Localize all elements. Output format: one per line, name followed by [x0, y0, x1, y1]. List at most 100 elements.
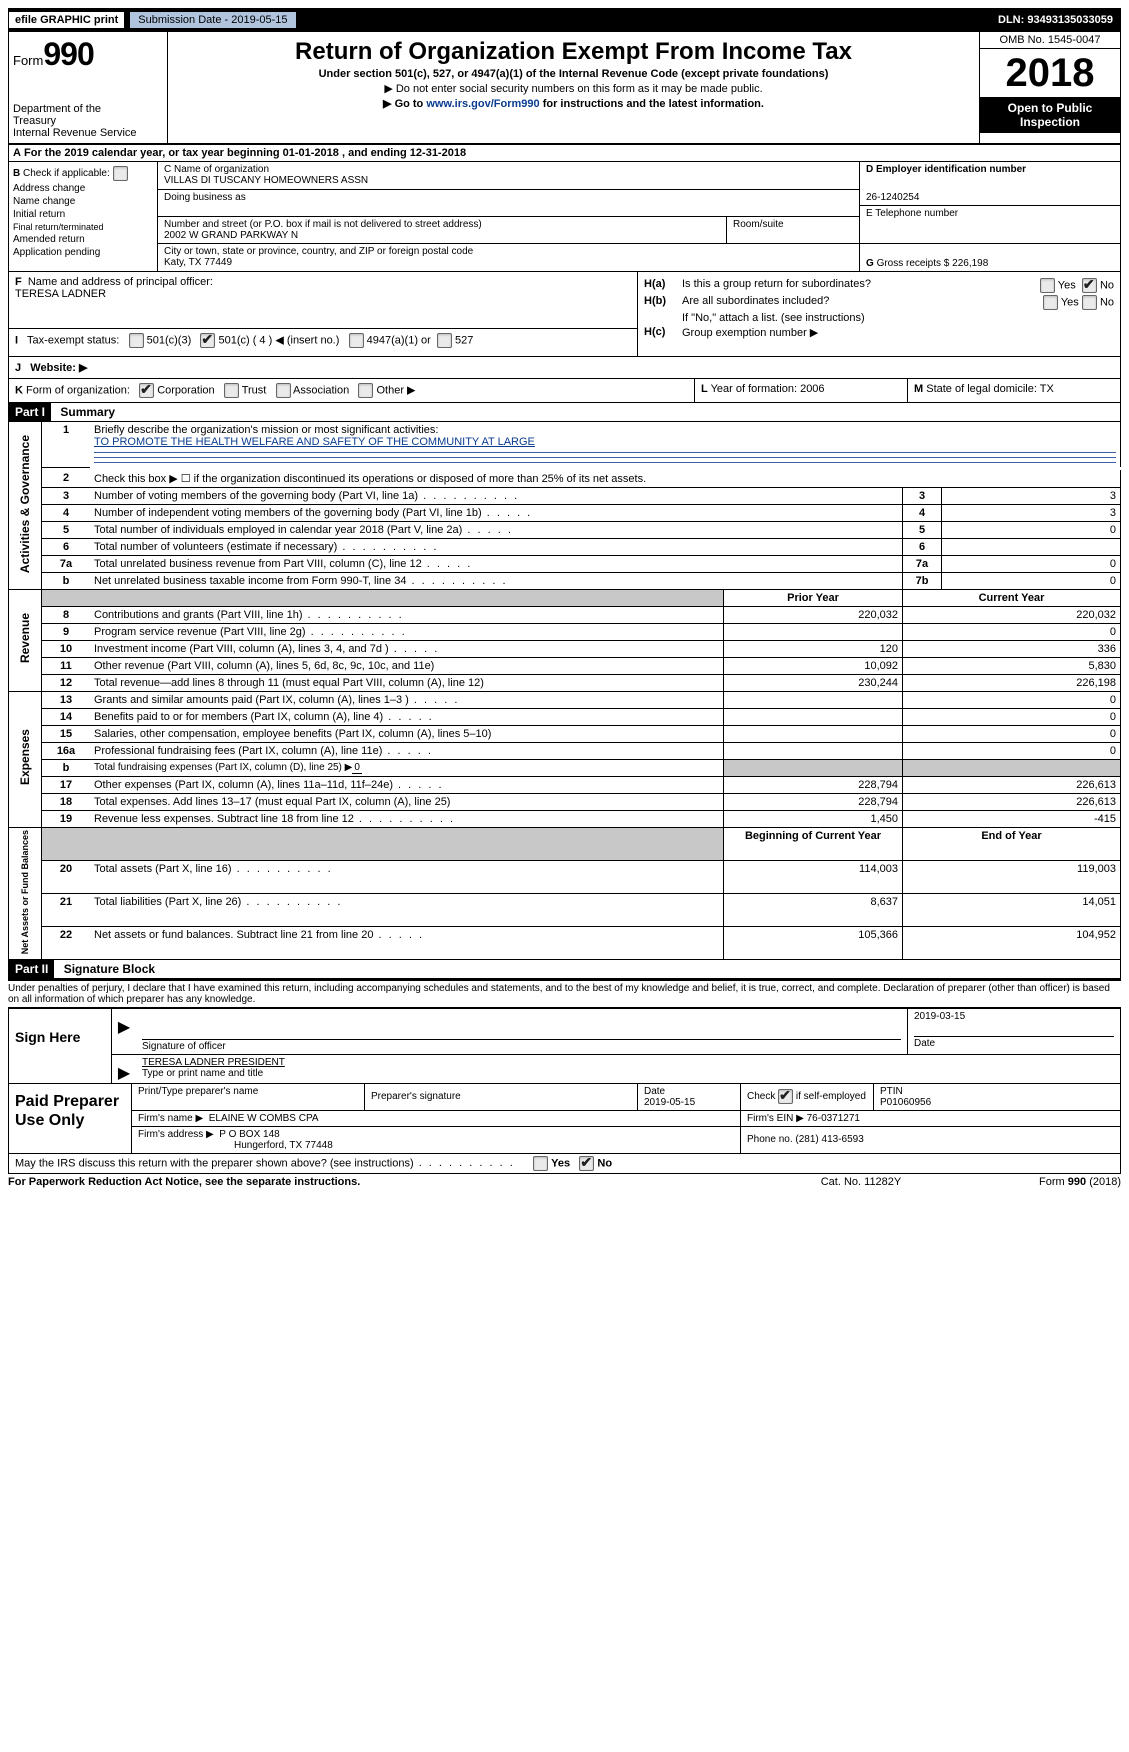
city-label: City or town, state or province, country… — [164, 246, 853, 257]
prior-year-head: Prior Year — [724, 589, 903, 606]
submission-date: Submission Date - 2019-05-15 — [129, 11, 296, 29]
row-klm: K Form of organization: Corporation Trus… — [8, 379, 1121, 403]
part-2-header: Part II — [9, 960, 54, 978]
opt-address-change: Address change — [13, 183, 153, 194]
hc-label: H(c) — [644, 326, 682, 338]
gross-receipts: 226,198 — [952, 258, 988, 269]
opt-amended-return: Amended return — [13, 234, 153, 245]
header-subtitle-1: Under section 501(c), 527, or 4947(a)(1)… — [172, 68, 975, 80]
section-bcdeg: B Check if applicable: Address change Na… — [8, 162, 1121, 272]
line-3: Number of voting members of the governin… — [90, 487, 903, 504]
opt-final-return: Final return/terminated — [13, 222, 153, 232]
label-b: B — [13, 168, 20, 179]
dept-line-1: Department of the — [13, 103, 163, 115]
opt-name-change: Name change — [13, 196, 153, 207]
self-employed-checkbox[interactable] — [778, 1089, 793, 1104]
part-1-bar: Part I Summary — [8, 403, 1121, 422]
i-label: I — [15, 334, 18, 346]
discuss-row: May the IRS discuss this return with the… — [8, 1154, 1121, 1174]
open-to-public: Open to Public Inspection — [980, 97, 1120, 133]
k-corporation[interactable] — [139, 383, 154, 398]
tax-year: 2018 — [980, 49, 1120, 97]
k-association[interactable] — [276, 383, 291, 398]
ein: 26-1240254 — [866, 192, 1114, 203]
d-label: D Employer identification number — [866, 164, 1114, 175]
room-label: Room/suite — [733, 219, 853, 230]
dln: DLN: 93493135033059 — [990, 12, 1121, 28]
current-year-head: Current Year — [903, 589, 1121, 606]
topbar: efile GRAPHIC print Submission Date - 20… — [8, 8, 1121, 32]
row-a: A For the 2019 calendar year, or tax yea… — [8, 145, 1121, 162]
firm-phone: (281) 413-6593 — [795, 1134, 863, 1145]
e-label: E Telephone number — [866, 208, 1114, 219]
firm-addr-2: Hungerford, TX 77448 — [234, 1140, 333, 1151]
k-trust[interactable] — [224, 383, 239, 398]
f-label: F — [15, 276, 22, 288]
omb-number: OMB No. 1545-0047 — [980, 32, 1120, 49]
footer: For Paperwork Reduction Act Notice, see … — [8, 1174, 1121, 1190]
label-a: A — [13, 147, 21, 159]
ha-yes[interactable] — [1040, 278, 1055, 293]
efile-label: efile GRAPHIC print — [8, 11, 125, 29]
j-label: J — [15, 362, 21, 374]
officer-name: TERESA LADNER — [15, 288, 106, 300]
m-label: M — [914, 383, 923, 395]
header-center: Return of Organization Exempt From Incom… — [168, 32, 979, 143]
sign-here-block: Sign Here ▶ Signature of officer 2019-03… — [8, 1007, 1121, 1084]
ptin: P01060956 — [880, 1097, 1114, 1108]
cat-no: Cat. No. 11282Y — [761, 1176, 961, 1188]
ha-label: H(a) — [644, 278, 682, 290]
officer-typed-name: TERESA LADNER PRESIDENT — [142, 1057, 1114, 1068]
checkbox-527[interactable] — [437, 333, 452, 348]
year-formation: Year of formation: 2006 — [711, 383, 825, 395]
opt-application-pending: Application pending — [13, 247, 153, 258]
c-label: C Name of organization — [164, 164, 853, 175]
part-2-title: Signature Block — [58, 960, 161, 978]
g-label: G — [866, 258, 874, 269]
arrow-icon: ▶ — [112, 1055, 136, 1083]
part-2-bar: Part II Signature Block — [8, 960, 1121, 979]
irs-link[interactable]: www.irs.gov/Form990 — [426, 98, 539, 110]
k-label: K — [15, 384, 23, 396]
part-1-title: Summary — [54, 403, 121, 421]
form-prefix: Form — [13, 53, 43, 68]
ha-no[interactable] — [1082, 278, 1097, 293]
discuss-yes[interactable] — [533, 1156, 548, 1171]
paid-preparer-block: Paid Preparer Use Only Print/Type prepar… — [8, 1084, 1121, 1154]
penalties-text: Under penalties of perjury, I declare th… — [8, 979, 1121, 1007]
checkbox-501c[interactable] — [200, 333, 215, 348]
checkbox-501c3[interactable] — [129, 333, 144, 348]
firm-name: ELAINE W COMBS CPA — [209, 1113, 319, 1124]
col-c: C Name of organization VILLAS DI TUSCANY… — [158, 162, 859, 271]
col-d: D Employer identification number 26-1240… — [859, 162, 1120, 271]
form-title: Return of Organization Exempt From Incom… — [172, 38, 975, 66]
line-1: Briefly describe the organization's miss… — [90, 422, 1121, 467]
part-1-header: Part I — [9, 403, 51, 421]
discuss-no[interactable] — [579, 1156, 594, 1171]
summary-table: Activities & Governance 1 Briefly descri… — [8, 422, 1121, 960]
addr-label: Number and street (or P.O. box if mail i… — [164, 219, 720, 230]
dba-label: Doing business as — [164, 192, 853, 203]
begin-year-head: Beginning of Current Year — [724, 827, 903, 860]
checkbox-applicable[interactable] — [113, 166, 128, 181]
preparer-table: Print/Type preparer's name Preparer's si… — [132, 1084, 1120, 1153]
opt-initial-return: Initial return — [13, 209, 153, 220]
org-name: VILLAS DI TUSCANY HOMEOWNERS ASSN — [164, 175, 853, 186]
end-year-head: End of Year — [903, 827, 1121, 860]
firm-ein: 76-0371271 — [807, 1113, 860, 1124]
dept-line-3: Internal Revenue Service — [13, 127, 163, 139]
state-domicile: State of legal domicile: TX — [926, 383, 1054, 395]
row-j: J Website: ▶ — [8, 357, 1121, 379]
sig-date: 2019-03-15 — [914, 1011, 1114, 1022]
firm-addr-1: P O BOX 148 — [219, 1129, 279, 1140]
header-subtitle-2: ▶ Do not enter social security numbers o… — [172, 82, 975, 95]
k-other[interactable] — [358, 383, 373, 398]
side-governance: Activities & Governance — [18, 435, 32, 573]
col-b: B Check if applicable: Address change Na… — [9, 162, 158, 271]
checkbox-4947[interactable] — [349, 333, 364, 348]
paperwork-notice: For Paperwork Reduction Act Notice, see … — [8, 1176, 761, 1188]
arrow-icon: ▶ — [112, 1009, 136, 1054]
row-f-h: F Name and address of principal officer:… — [8, 272, 1121, 357]
hb-no[interactable] — [1082, 295, 1097, 310]
hb-yes[interactable] — [1043, 295, 1058, 310]
